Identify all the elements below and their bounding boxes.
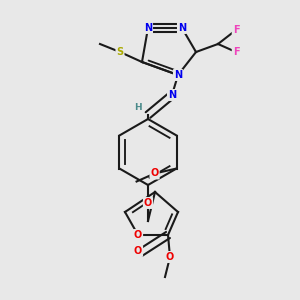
Text: O: O (134, 230, 142, 240)
Text: S: S (116, 47, 124, 57)
Text: N: N (174, 70, 182, 80)
Text: N: N (168, 90, 176, 100)
Text: O: O (134, 246, 142, 256)
Text: F: F (233, 47, 239, 57)
Text: O: O (151, 169, 159, 178)
Text: H: H (134, 103, 142, 112)
Text: N: N (144, 23, 152, 33)
Text: O: O (144, 198, 152, 208)
Text: N: N (178, 23, 186, 33)
Text: F: F (233, 25, 239, 35)
Text: O: O (166, 252, 174, 262)
